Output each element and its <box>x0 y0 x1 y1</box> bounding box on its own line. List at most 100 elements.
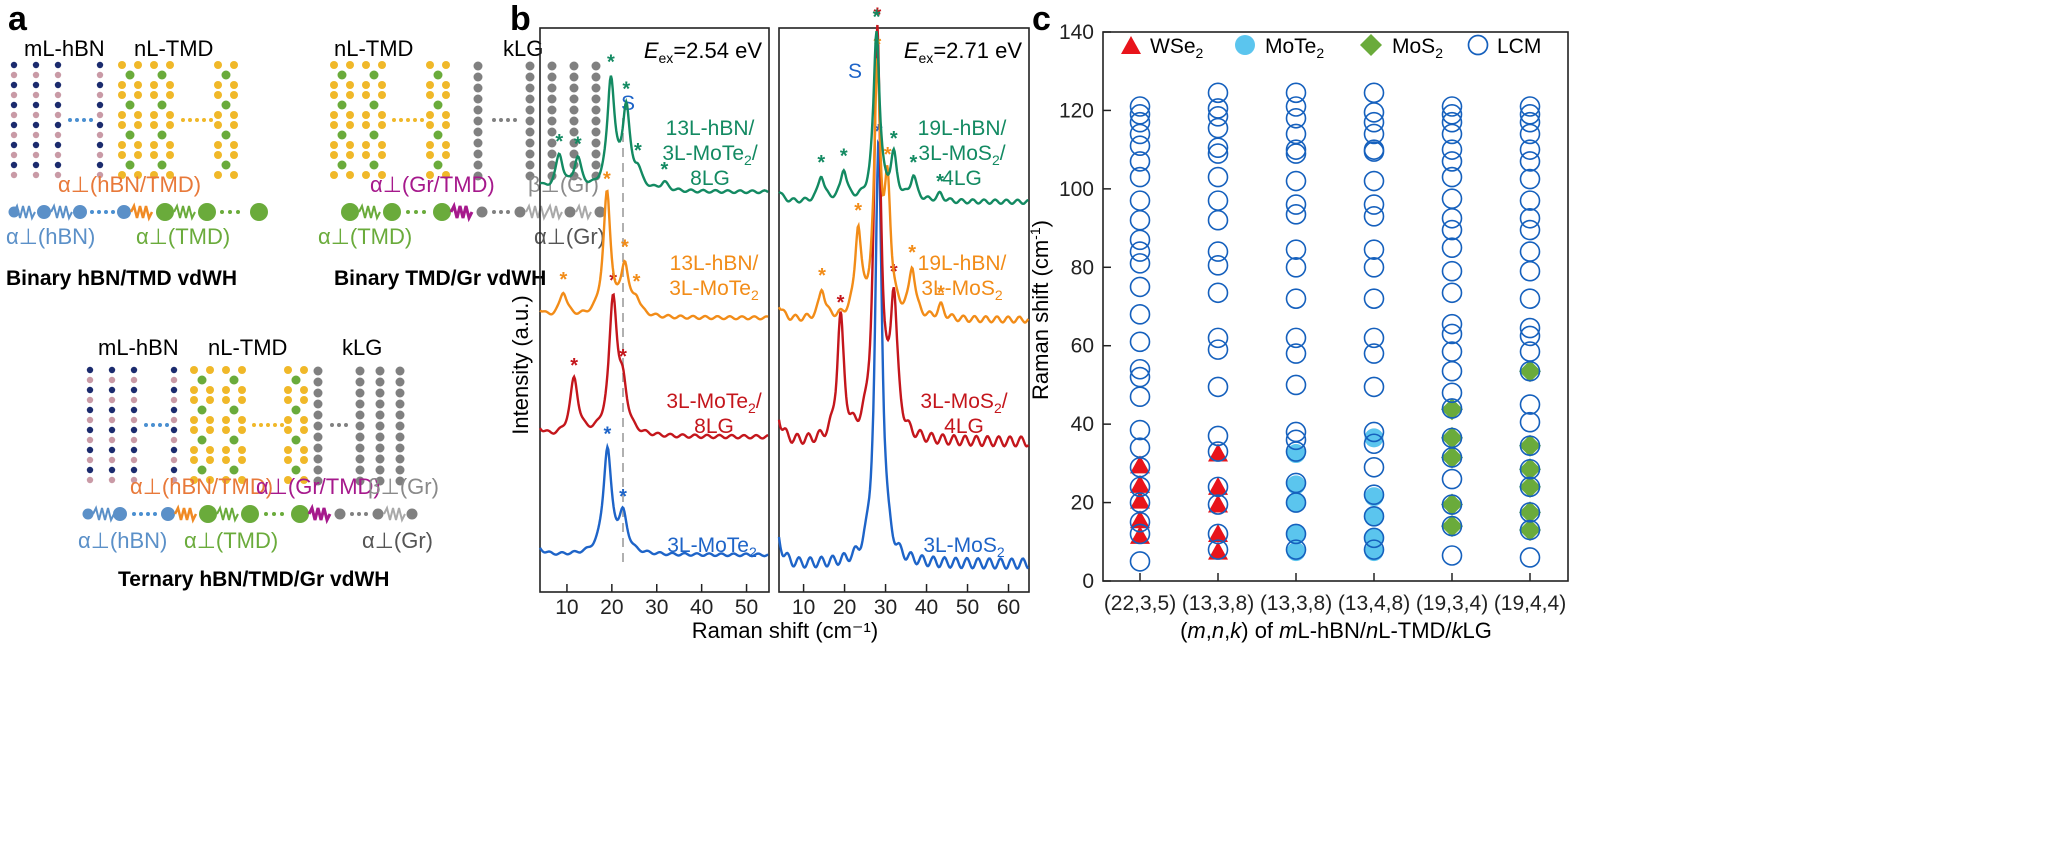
lcm-point <box>1207 166 1229 188</box>
hbn-layer <box>86 366 94 484</box>
lcm-point <box>1441 219 1463 241</box>
lcm-point <box>1207 98 1229 119</box>
lcm-point <box>1363 376 1385 398</box>
lcm-point <box>1519 394 1541 415</box>
y-tick-label: 60 <box>1071 335 1094 358</box>
lcm-point <box>1363 484 1385 506</box>
lcm-point <box>1363 327 1385 349</box>
binary-tmd-gr-caption: Binary TMD/Gr vdWH <box>334 267 546 290</box>
x-tick-label: 30 <box>874 596 897 619</box>
spectrum-d-line <box>539 75 769 195</box>
label-nl-tmd-2: nL-TMD <box>334 36 413 61</box>
lcm-point <box>1207 494 1229 515</box>
wse2-point <box>1208 443 1228 462</box>
lcm-point <box>1207 190 1229 211</box>
lcm-point <box>1285 288 1307 309</box>
spectrum-d-line <box>778 30 1029 206</box>
linear-chain-model-2 <box>341 201 606 223</box>
lcm-point <box>1129 104 1151 125</box>
lcm-point <box>1129 331 1151 353</box>
x-axis-right: 10 20 30 40 50 60 <box>792 584 1020 619</box>
linear-chain-model-3 <box>82 503 418 525</box>
wse2-point <box>1208 494 1228 513</box>
lcm-point <box>1363 239 1385 260</box>
energy-label-right: Eex=2.71 eV <box>904 38 1022 66</box>
label-19l-hbn-mos2-line2: 3L-MoS2 <box>921 277 1003 303</box>
lcm-point <box>1285 472 1307 494</box>
lcm-point <box>1363 170 1385 192</box>
lcm-point <box>1441 341 1463 362</box>
peak-marker: * <box>633 271 641 293</box>
label-ml-hbn-1: mL-hBN <box>24 36 105 61</box>
lcm-point <box>1285 523 1307 545</box>
label-ml-hbn-2: mL-hBN <box>98 335 179 360</box>
x-tick-label: 10 <box>792 596 815 619</box>
wse2-point <box>1208 476 1228 495</box>
coupling-gr-tmd-label: α⊥(Gr/TMD) <box>370 172 495 197</box>
spectrum-a-line <box>538 442 769 558</box>
x-tick-label: 40 <box>690 596 713 619</box>
lcm-point <box>1285 170 1307 192</box>
y-tick-label: 0 <box>1082 570 1094 593</box>
panel-c-xlabel: (m,n,k) of mL-hBN/nL-TMD/kLG <box>1180 618 1492 643</box>
lcm-point <box>1207 143 1229 164</box>
energy-label-left: Eex=2.54 eV <box>644 38 762 66</box>
lcm-point <box>1519 341 1541 362</box>
lcm-point <box>1441 360 1463 382</box>
lcm-point <box>1285 123 1307 145</box>
y-tick-label: 40 <box>1071 413 1094 436</box>
peak-marker: * <box>936 171 944 193</box>
lcm-point <box>1363 256 1385 278</box>
peak-marker: * <box>570 355 578 377</box>
lcm-point <box>1285 107 1307 129</box>
tmd-layer <box>426 61 450 179</box>
wse2-point <box>1130 474 1150 493</box>
lcm-point <box>1441 398 1463 419</box>
label-13l-hbn-mote2-line1: 13L-hBN/ <box>670 252 759 275</box>
substrate-mark-right: S <box>848 60 862 83</box>
lcm-point <box>1363 433 1385 455</box>
mote2-point <box>1364 506 1384 526</box>
peak-marker: * <box>609 270 617 292</box>
binary-hbn-tmd-caption: Binary hBN/TMD vdWH <box>6 267 237 290</box>
mote2-point <box>1286 475 1306 495</box>
lcm-point <box>1285 194 1307 215</box>
mos2-point <box>1519 519 1541 542</box>
x-category-label: (13,3,8) <box>1182 592 1254 615</box>
graphene-layer <box>473 61 483 181</box>
hbn-layer <box>54 61 62 179</box>
legend-lcm: LCM <box>1497 35 1541 58</box>
tmd-layer <box>284 366 308 484</box>
lcm-point <box>1519 476 1541 498</box>
graphene-layer <box>313 366 323 486</box>
label-klg-1: kLG <box>503 36 543 61</box>
alpha-gr-label-2: α⊥(Gr) <box>362 528 433 553</box>
x-category-label: (19,4,4) <box>1494 592 1566 615</box>
mos2-point <box>1519 475 1541 498</box>
peak-marker: * <box>818 265 826 287</box>
tmd-layer <box>330 61 354 179</box>
lcm-point <box>1207 425 1229 447</box>
lcm-point <box>1519 96 1541 117</box>
lcm-point <box>1207 339 1229 360</box>
panel-b-label: b <box>510 0 531 38</box>
lcm-point <box>1441 111 1463 133</box>
ternary-caption: Ternary hBN/TMD/Gr vdWH <box>118 568 389 591</box>
lcm-point <box>1519 458 1541 480</box>
lcm-point <box>1129 166 1151 188</box>
y-tick-label: 120 <box>1059 99 1094 122</box>
ternary-diagram: mL-hBN nL-TMD kLG α⊥(hBN/TMD) α⊥(Gr/TMD)… <box>78 335 439 591</box>
lcm-point <box>1285 429 1307 451</box>
lcm-point <box>1363 82 1385 104</box>
label-nl-tmd-3: nL-TMD <box>208 335 287 360</box>
beta-gr-label: β⊥(Gr) <box>528 172 599 197</box>
y-tick-label: 140 <box>1059 21 1094 44</box>
mos2-point <box>1519 458 1541 481</box>
binary-tmd-gr-diagram: nL-TMD kLG α⊥(Gr/TMD) β⊥(Gr) <box>318 36 606 290</box>
lcm-point <box>1207 376 1229 398</box>
peak-marker: * <box>634 140 642 162</box>
mos2-point <box>1441 515 1463 538</box>
lcm-point <box>1285 421 1307 443</box>
panel-b-ylabel: Intensity (a.u.) <box>508 295 533 434</box>
lcm-point <box>1129 96 1151 117</box>
